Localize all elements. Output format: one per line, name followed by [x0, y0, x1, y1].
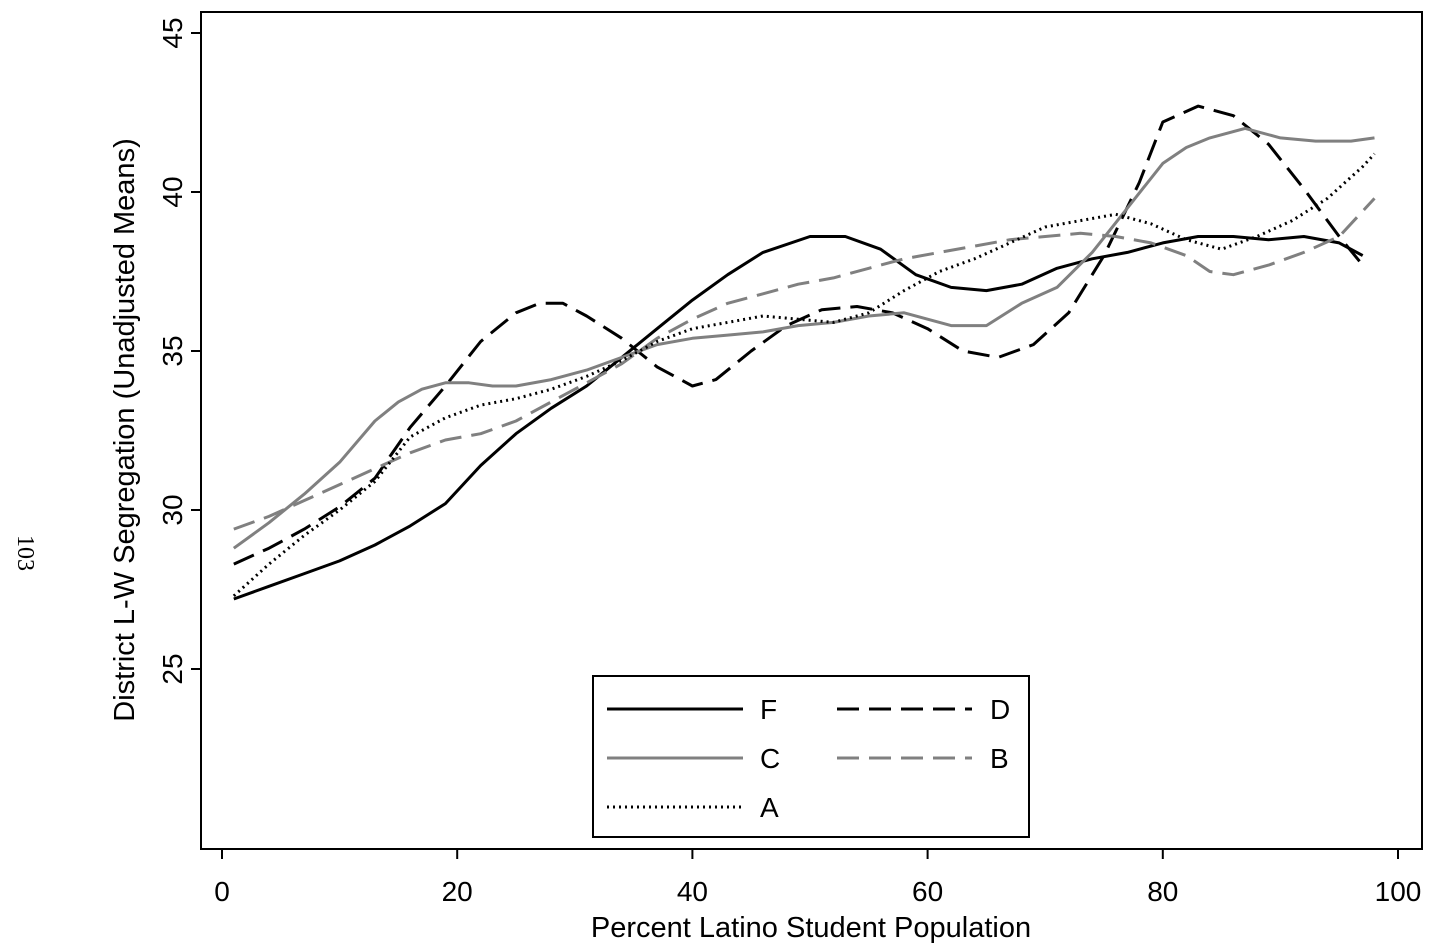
series-line-F	[233, 235, 1364, 601]
series-line-C	[232, 126, 1375, 550]
y-tick-label: 35	[157, 335, 188, 366]
legend-label-C: C	[760, 743, 780, 774]
series-layer	[232, 104, 1376, 601]
x-tick-label: 100	[1375, 876, 1422, 907]
y-tick-label: 45	[157, 17, 188, 48]
y-tick-label: 25	[157, 653, 188, 684]
legend: F D C B A	[592, 675, 1030, 838]
legend-label-F: F	[760, 694, 777, 725]
plot-frame	[200, 11, 1423, 850]
y-tick-label: 30	[157, 494, 188, 525]
page-number: 103	[12, 535, 38, 571]
series-line-D	[233, 104, 1364, 566]
legend-label-B: B	[990, 743, 1009, 774]
x-axis-title: Percent Latino Student Population	[591, 912, 1031, 944]
series-line-B	[233, 197, 1376, 531]
x-tick-label: 0	[214, 876, 230, 907]
legend-label-A: A	[760, 792, 779, 823]
ticks-layer: 0 20 40 60 80 100 25 30 35 40 45	[157, 17, 1421, 907]
y-axis-title: District L-W Segregation (Unadjusted Mea…	[109, 138, 141, 721]
legend-label-D: D	[990, 694, 1010, 725]
x-tick-label: 20	[442, 876, 473, 907]
x-tick-label: 80	[1147, 876, 1178, 907]
series-line-A	[232, 152, 1376, 598]
x-tick-label: 60	[912, 876, 943, 907]
legend-items: F D C B A	[607, 694, 1010, 823]
y-tick-label: 40	[157, 176, 188, 207]
x-tick-label: 40	[677, 876, 708, 907]
